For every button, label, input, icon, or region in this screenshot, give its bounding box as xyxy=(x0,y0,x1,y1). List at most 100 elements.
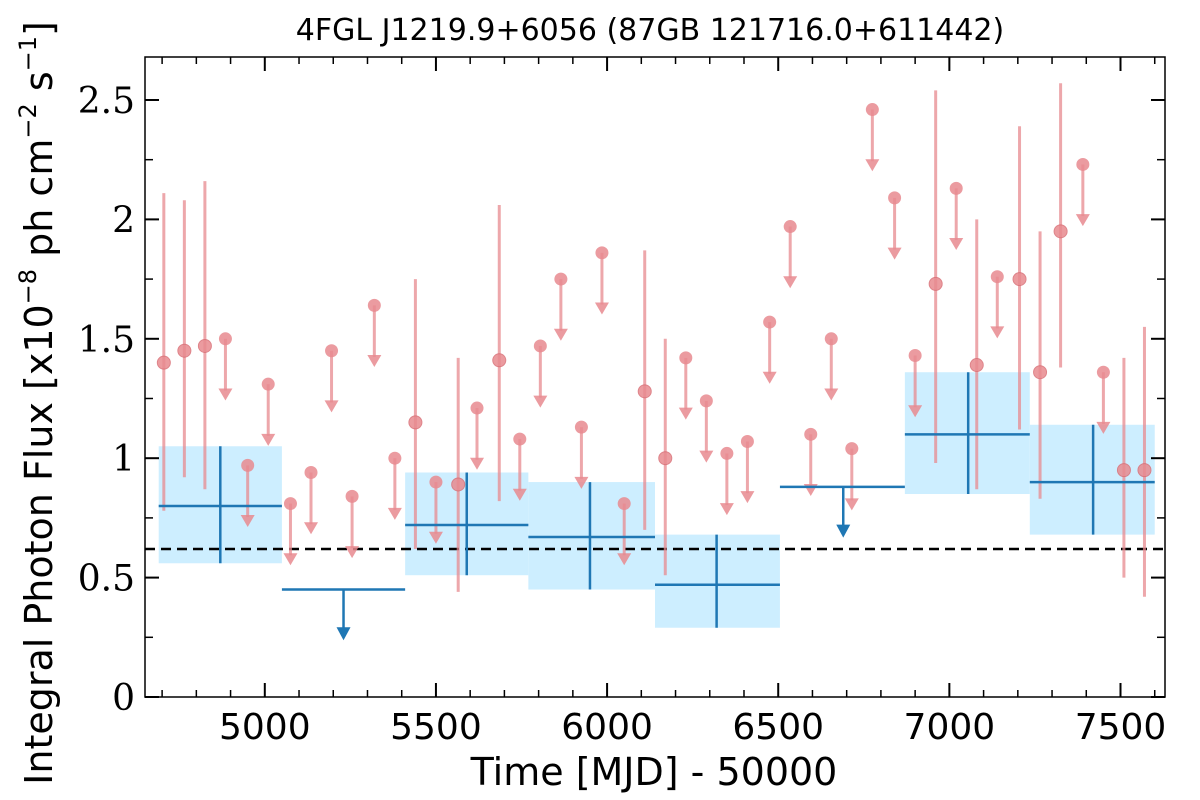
short-bin-upper-limit-arrow xyxy=(783,276,798,289)
short-bin-point xyxy=(637,384,652,399)
short-bin-upper-limit-arrow xyxy=(824,388,839,401)
short-bin-upper-limit-point xyxy=(388,451,402,465)
short-bin-upper-limit-point xyxy=(783,220,797,234)
short-bin-point xyxy=(658,451,673,466)
short-bin-upper-limit-point xyxy=(367,298,381,312)
short-bin-upper-limit-point xyxy=(720,446,734,460)
short-bin-upper-limit-point xyxy=(325,344,339,358)
short-bin-upper-limit-point xyxy=(304,466,318,480)
short-bin-point xyxy=(492,353,507,368)
x-tick-label: 5000 xyxy=(219,707,311,748)
short-bin-upper-limit-point xyxy=(470,401,484,415)
short-bin-upper-limit-arrow xyxy=(512,488,527,501)
short-bin-point xyxy=(1012,272,1027,287)
short-bin-upper-limit-arrow xyxy=(240,515,255,528)
short-bin-upper-limit-arrow xyxy=(261,433,276,446)
short-bin-upper-limit-arrow xyxy=(594,302,609,315)
short-bin-upper-limit-point xyxy=(740,434,754,448)
short-bin-upper-limit-arrow xyxy=(844,498,859,511)
long-bin-upper-limit-arrow xyxy=(836,524,851,538)
short-bin-upper-limit-point xyxy=(763,315,777,329)
short-bin-upper-limit-arrow xyxy=(304,522,319,535)
short-bin-upper-limit-arrow xyxy=(553,328,568,341)
short-bin-point xyxy=(1033,365,1048,380)
y-label-exp1: −8 xyxy=(14,269,42,304)
short-bin-upper-limit-arrow xyxy=(719,503,734,516)
short-bin-upper-limit-arrow xyxy=(617,553,632,566)
short-bin-upper-limit-point xyxy=(1076,157,1090,171)
short-bin-point xyxy=(1137,463,1152,478)
short-bin-upper-limit-arrow xyxy=(324,400,339,413)
short-bin-upper-limit-arrow xyxy=(990,326,1005,339)
short-bin-point xyxy=(156,355,171,370)
y-axis-label: Integral Photon Flux [x10−8 ph cm−2 s−1] xyxy=(14,21,61,785)
short-bin-upper-limit-arrow xyxy=(470,457,485,470)
x-tick-label: 7500 xyxy=(1075,707,1167,748)
y-label-mid2: s xyxy=(17,71,61,103)
short-bin-upper-limit-point xyxy=(533,339,547,353)
short-bin-point xyxy=(928,276,943,291)
axes: 5000 5500 6000 6500 7000 7500 0 0.5 1 1.5 2 2.5 xyxy=(78,56,1167,748)
short-bin-point xyxy=(177,343,192,358)
short-bin-upper-limit-arrow xyxy=(699,450,714,463)
short-bin-point xyxy=(197,338,212,353)
y-tick-label: 2.5 xyxy=(78,81,135,122)
short-bin-upper-limit-arrow xyxy=(574,476,589,489)
short-bin-upper-limit-point xyxy=(595,246,609,260)
short-bin-point xyxy=(1053,224,1068,239)
short-bin-upper-limit-point xyxy=(699,394,713,408)
x-axis-label: Time [MJD] - 50000 xyxy=(470,750,838,794)
short-bin-upper-limit-arrow xyxy=(367,355,382,368)
short-bin-upper-limit-arrow xyxy=(949,238,964,251)
long-bin-upper-limit-arrow xyxy=(336,627,351,641)
short-bin-upper-limit-point xyxy=(574,420,588,434)
short-bin-upper-limit-arrow xyxy=(740,491,755,504)
short-bin-point xyxy=(1116,463,1131,478)
short-bin-point xyxy=(451,477,466,492)
x-tick-label: 5500 xyxy=(390,707,482,748)
plot-frame xyxy=(144,56,1166,698)
short-bin-upper-limit-arrow xyxy=(218,388,233,401)
short-bin-upper-limit-point xyxy=(845,442,859,456)
short-bin-upper-limit-arrow xyxy=(908,405,923,418)
short-bin-upper-limit-arrow xyxy=(428,531,443,544)
short-bin-point xyxy=(408,415,423,430)
y-label-main: Integral Photon Flux [x10 xyxy=(17,304,61,785)
short-bin-upper-limit-point xyxy=(949,181,963,195)
short-bin-upper-limit-arrow xyxy=(387,507,402,520)
short-bin-upper-limit-point xyxy=(1096,365,1110,379)
short-bin-upper-limit-point xyxy=(888,191,902,205)
y-label-exp3: −1 xyxy=(14,36,42,71)
short-bin-upper-limit-point xyxy=(824,332,838,346)
y-tick-label: 2 xyxy=(112,200,135,241)
y-tick-label: 1 xyxy=(112,439,135,480)
y-label-mid: ph cm xyxy=(17,139,61,269)
x-tick-label: 6000 xyxy=(561,707,653,748)
short-bin-upper-limit-point xyxy=(429,475,443,489)
short-bin-upper-limit-point xyxy=(513,432,527,446)
short-bin-series xyxy=(156,83,1152,597)
x-tick-label: 7000 xyxy=(904,707,996,748)
y-tick-label: 0.5 xyxy=(78,559,135,600)
y-label-exp2: −2 xyxy=(14,103,42,138)
short-bin-upper-limit-point xyxy=(865,103,879,117)
short-bin-upper-limit-point xyxy=(218,332,232,346)
x-tick-label: 6500 xyxy=(732,707,824,748)
short-bin-upper-limit-point xyxy=(617,497,631,511)
short-bin-upper-limit-point xyxy=(804,427,818,441)
short-bin-upper-limit-arrow xyxy=(533,395,548,408)
short-bin-upper-limit-point xyxy=(554,272,568,286)
short-bin-upper-limit-arrow xyxy=(865,159,880,172)
short-bin-upper-limit-arrow xyxy=(283,553,298,566)
short-bin-upper-limit-point xyxy=(679,351,693,365)
y-label-end: ] xyxy=(17,21,61,36)
short-bin-upper-limit-point xyxy=(345,489,359,503)
short-bin-upper-limit-arrow xyxy=(345,546,360,559)
short-bin-upper-limit-point xyxy=(241,458,255,472)
short-bin-point xyxy=(969,358,984,373)
short-bin-upper-limit-arrow xyxy=(1075,214,1090,227)
short-bin-upper-limit-arrow xyxy=(762,371,777,384)
chart-title: 4FGL J1219.9+6056 (87GB 121716.0+611442) xyxy=(296,13,1004,48)
short-bin-upper-limit-arrow xyxy=(678,407,693,420)
